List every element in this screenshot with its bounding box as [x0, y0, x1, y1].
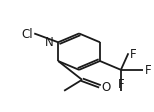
Text: F: F [118, 77, 124, 90]
Text: N: N [45, 35, 54, 48]
Text: Cl: Cl [21, 28, 33, 41]
Text: F: F [145, 64, 151, 77]
Text: O: O [101, 80, 111, 93]
Text: F: F [130, 47, 136, 60]
